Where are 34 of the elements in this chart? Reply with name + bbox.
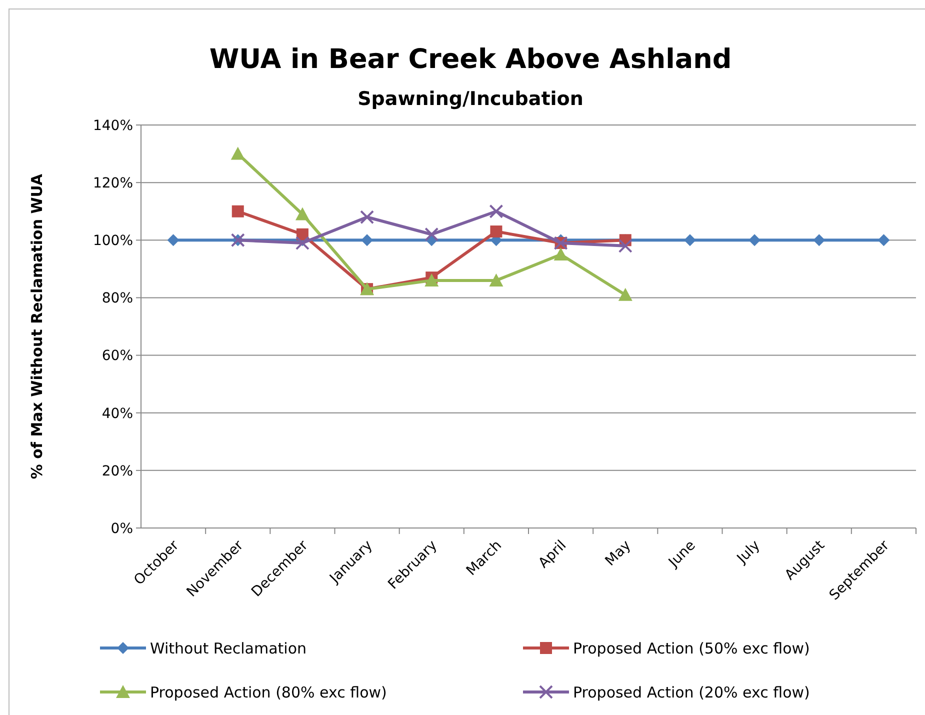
point [554, 248, 568, 261]
y-tick-label: 140% [92, 118, 133, 134]
point [295, 207, 310, 220]
point [232, 205, 244, 218]
point [748, 234, 761, 246]
point [618, 288, 632, 301]
point [489, 273, 504, 286]
y-tick-label: 20% [102, 463, 133, 480]
y-tick-label: 0% [110, 520, 133, 537]
point [813, 234, 826, 246]
chart-title: WUA in Bear Creek Above Ashland [209, 44, 732, 75]
point [360, 210, 374, 224]
point [489, 204, 504, 218]
chart-subtitle: Spawning/Incubation [358, 88, 584, 110]
point [167, 234, 180, 246]
legend-label: Proposed Action (50% exc flow) [573, 639, 810, 658]
point [230, 146, 245, 160]
legend-label: Proposed Action (80% exc flow) [150, 683, 387, 702]
point [684, 234, 696, 246]
point [295, 236, 310, 250]
y-axis-title: % of Max Without Reclamation WUA [28, 174, 46, 480]
y-tick-label: 40% [102, 406, 133, 422]
y-tick-label: 60% [102, 348, 133, 364]
point [618, 238, 632, 253]
point [424, 227, 439, 242]
y-tick-label: 120% [92, 175, 133, 192]
point [361, 234, 374, 246]
y-tick-label: 80% [102, 290, 133, 307]
y-tick-label: 100% [92, 233, 133, 250]
legend-label: Proposed Action (20% exc flow) [573, 683, 810, 702]
point [424, 273, 439, 286]
point [878, 234, 890, 246]
legend-label: Without Reclamation [150, 639, 307, 658]
point [490, 226, 502, 238]
